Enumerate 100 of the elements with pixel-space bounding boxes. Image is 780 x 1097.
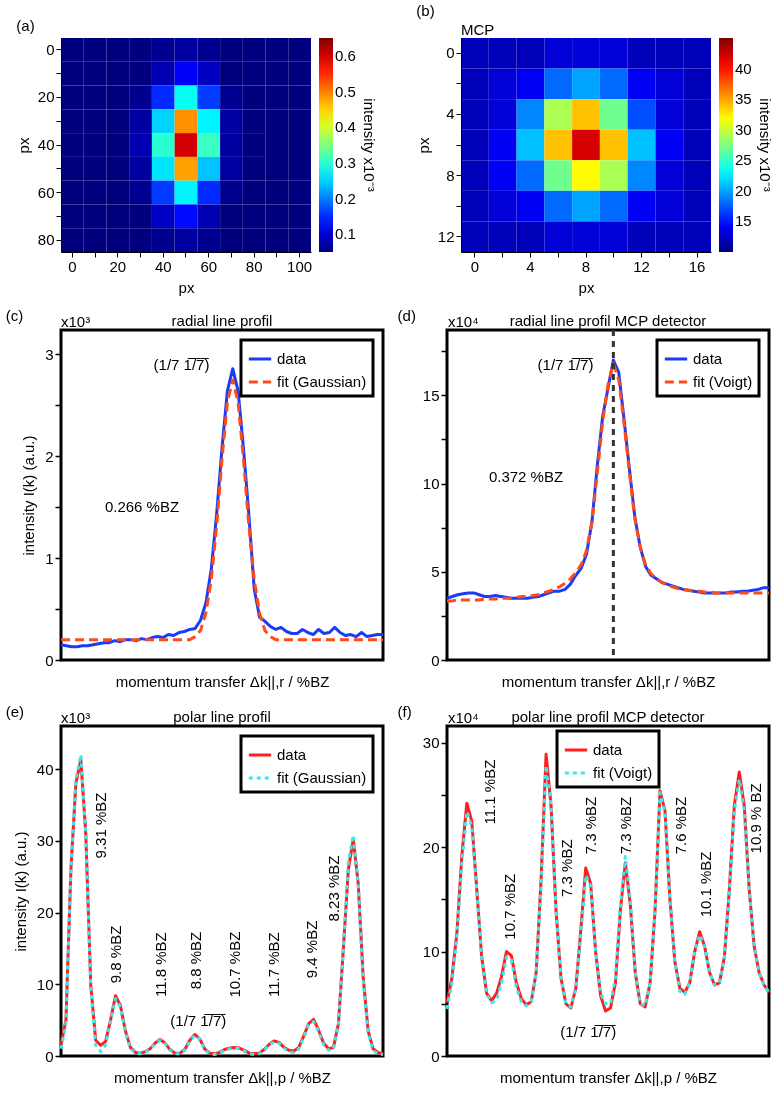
y-axis-title: px xyxy=(414,137,432,154)
text: x10³ xyxy=(61,708,91,726)
y-tick-label: 2 xyxy=(45,447,54,465)
color-bar-label: 15 xyxy=(735,212,752,230)
chart-title: radial line profil MCP detector xyxy=(509,311,707,329)
annotation: 9.8 %BZ xyxy=(107,925,125,984)
chart-title: radial line profil xyxy=(171,311,273,329)
x-axis-title: momentum transfer Δk||,p / %BZ xyxy=(499,1068,718,1086)
x-tick-label: 4 xyxy=(526,257,535,275)
y-tick-label: 20 xyxy=(422,838,440,856)
text: MCP xyxy=(461,21,495,39)
legend-label: fit (Voigt) xyxy=(593,764,653,781)
y-tick-label: 1 xyxy=(45,549,54,567)
legend-label: fit (Voigt) xyxy=(693,373,753,390)
annotation: 7.3 %BZ xyxy=(557,839,575,897)
y-tick-label: 10 xyxy=(36,975,54,993)
y-tick-label: 0 xyxy=(431,1047,440,1065)
y-axis-title: intensity I(k) (a.u.) xyxy=(11,831,29,952)
annotation: 9.4 %BZ xyxy=(302,920,320,979)
annotation: 10.7 %BZ xyxy=(225,931,243,998)
y-tick-label: 12 xyxy=(437,227,455,245)
color-bar-label: 0.4 xyxy=(335,118,356,136)
y-tick-label: 80 xyxy=(37,231,55,249)
x-tick-label: 0 xyxy=(68,257,77,275)
y-tick-label: 30 xyxy=(422,734,440,752)
y-tick-label: 5 xyxy=(431,563,440,581)
annotation: 0.266 %BZ xyxy=(104,497,180,515)
y-tick-label: 0 xyxy=(431,651,440,669)
chart-title: polar line profil xyxy=(173,707,271,725)
x-axis-title: momentum transfer Δk||,r / %BZ xyxy=(115,672,330,690)
legend-label: fit (Gaussian) xyxy=(277,769,367,786)
y-tick-label: 40 xyxy=(36,760,54,778)
annotation: (1/7 1̅/̅7̅) xyxy=(153,355,210,373)
y-tick-label: 0 xyxy=(446,44,455,62)
text: (e) xyxy=(5,702,25,720)
x-tick-label: 40 xyxy=(154,257,172,275)
annotation: (1/7 1̅/̅7̅) xyxy=(560,1022,617,1040)
y-tick-label: 20 xyxy=(37,88,55,106)
text: (d) xyxy=(397,306,416,324)
y-tick-label: 0 xyxy=(45,1047,54,1065)
x-tick-label: 100 xyxy=(287,257,313,275)
x-tick-label: 12 xyxy=(633,257,650,275)
x-axis-title: momentum transfer Δk||,p / %BZ xyxy=(113,1068,332,1086)
y-tick-label: 40 xyxy=(37,136,55,153)
y-tick-label: 20 xyxy=(36,904,54,922)
x-tick-label: 0 xyxy=(470,257,480,275)
color-bar-label: 20 xyxy=(735,181,752,199)
y-tick-label: 10 xyxy=(422,475,440,493)
x-axis-title: px xyxy=(178,278,195,296)
chart-title: polar line profil MCP detector xyxy=(511,707,705,725)
color-bar-label: 0.2 xyxy=(335,189,356,207)
annotation: 10.7 %BZ xyxy=(501,873,519,940)
chart-title: (b) xyxy=(416,2,435,20)
text: x10⁴ xyxy=(447,312,479,330)
annotation: 7.3 %BZ xyxy=(616,796,634,855)
color-bar-label: 30 xyxy=(735,120,752,138)
y-tick-label: 30 xyxy=(36,832,54,850)
legend-label: data xyxy=(277,350,307,367)
legend-label: data xyxy=(593,741,623,758)
annotation: 8.23 %BZ xyxy=(324,855,342,922)
annotation: 10.1 %BZ xyxy=(696,851,714,918)
text: x10⁴ xyxy=(447,708,479,726)
annotation: 11.1 %BZ xyxy=(481,759,499,825)
color-bar-title: intensity x10⁻³ xyxy=(361,98,378,192)
y-tick-label: 0 xyxy=(46,40,55,58)
x-axis-title: momentum transfer Δk||,r / %BZ xyxy=(501,672,716,690)
y-tick-label: 15 xyxy=(422,386,440,404)
annotation: 11.8 %BZ xyxy=(151,932,169,997)
legend-label: data xyxy=(277,746,307,763)
text: (c) xyxy=(5,306,24,324)
y-tick-label: 60 xyxy=(37,183,55,201)
legend-label: fit (Gaussian) xyxy=(277,373,367,390)
x-tick-label: 60 xyxy=(200,257,218,275)
x-tick-label: 16 xyxy=(688,257,706,275)
x-tick-label: 20 xyxy=(109,257,127,275)
annotation: 11.7 %BZ xyxy=(265,932,283,997)
y-axis-title: px xyxy=(14,137,32,154)
annotation: 0.372 %BZ xyxy=(488,468,564,486)
color-bar-label: 0.1 xyxy=(335,225,356,243)
text: x10³ xyxy=(61,312,91,330)
y-tick-label: 3 xyxy=(45,345,54,363)
color-bar-label: 0.6 xyxy=(335,46,356,64)
y-tick-label: 8 xyxy=(446,166,455,184)
legend-label: data xyxy=(693,350,723,367)
y-axis-title: intensity I(k) (a.u.) xyxy=(20,435,38,556)
annotation: (1/7 1̅/̅7̅) xyxy=(170,1012,227,1030)
x-tick-label: 80 xyxy=(245,257,263,275)
chart-title: (a) xyxy=(16,17,35,34)
annotation: 7.3 %BZ xyxy=(582,796,600,855)
annotation: 8.8 %BZ xyxy=(187,931,205,990)
annotation: (1/7 1̅/̅7̅) xyxy=(537,355,594,373)
color-bar-label: 0.5 xyxy=(335,82,356,100)
x-axis-title: px xyxy=(578,278,595,296)
y-tick-label: 0 xyxy=(45,651,54,669)
annotation: 10.9 % BZ xyxy=(747,783,765,854)
annotation: 7.6 %BZ xyxy=(672,796,690,855)
x-tick-label: 8 xyxy=(581,257,591,275)
color-bar-label: 25 xyxy=(735,151,752,169)
color-bar-label: 0.3 xyxy=(335,153,356,171)
color-bar-label: 40 xyxy=(735,59,752,77)
